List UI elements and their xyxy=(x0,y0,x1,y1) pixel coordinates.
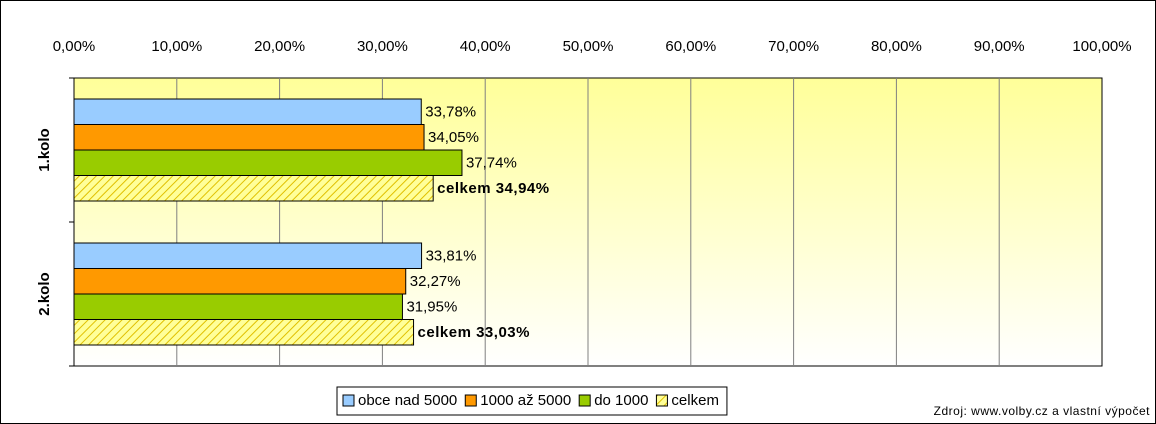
value-label: 33,78% xyxy=(425,104,476,121)
x-tick-label: 30,00% xyxy=(357,38,408,55)
bar xyxy=(73,124,425,151)
bar xyxy=(73,319,415,346)
legend-swatch xyxy=(342,394,355,407)
legend-swatch xyxy=(655,394,668,407)
x-tick-label: 70,00% xyxy=(768,38,819,55)
category-label: 1.kolo xyxy=(36,128,53,171)
x-tick-label: 10,00% xyxy=(151,38,202,55)
bar xyxy=(73,98,422,125)
value-label: 33,81% xyxy=(426,248,477,265)
x-tick-label: 50,00% xyxy=(563,38,614,55)
legend-label: obce nad 5000 xyxy=(358,392,457,409)
bar xyxy=(73,268,407,295)
x-tick-label: 40,00% xyxy=(460,38,511,55)
category-label: 2.kolo xyxy=(36,272,53,315)
x-tick-label: 60,00% xyxy=(665,38,716,55)
source-note: Zdroj: www.volby.cz a vlastní výpočet xyxy=(934,404,1151,418)
value-label: celkem 34,94% xyxy=(437,180,549,197)
bar xyxy=(73,293,403,320)
legend-label: do 1000 xyxy=(594,392,648,409)
value-label: 32,27% xyxy=(410,273,461,290)
x-tick-label: 0,00% xyxy=(53,38,96,55)
legend-swatch xyxy=(464,394,477,407)
x-tick-label: 80,00% xyxy=(871,38,922,55)
x-tick-label: 20,00% xyxy=(254,38,305,55)
bar xyxy=(73,175,434,202)
value-label: 34,05% xyxy=(428,129,479,146)
legend-label: 1000 až 5000 xyxy=(480,392,571,409)
bar xyxy=(73,242,423,269)
legend-label: celkem xyxy=(671,392,719,409)
value-label: 37,74% xyxy=(466,155,517,172)
value-label: 31,95% xyxy=(406,299,457,316)
value-label: celkem 33,03% xyxy=(418,324,530,341)
x-tick-label: 100,00% xyxy=(1072,38,1131,55)
bar xyxy=(73,149,463,176)
legend-swatch xyxy=(578,394,591,407)
x-tick-label: 90,00% xyxy=(974,38,1025,55)
